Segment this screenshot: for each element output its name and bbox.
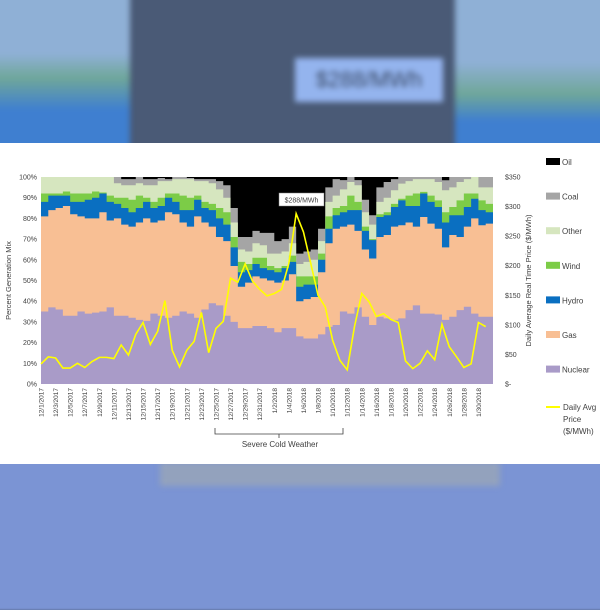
blurred-background-chart-left bbox=[0, 0, 130, 150]
x-tick-label: 12/7/2017 bbox=[82, 388, 89, 417]
x-tick-label: 12/17/2017 bbox=[155, 388, 162, 421]
y-tick-label: 80% bbox=[23, 216, 37, 223]
generation-mix-chart: 0% 10% 20% 30% 40% 50% 60% 70% 80% 90% 100% $- $50 $1… bbox=[0, 143, 600, 464]
x-tick-label: 1/26/2018 bbox=[447, 388, 454, 417]
x-tick-label: 1/2/2018 bbox=[272, 388, 279, 414]
x-tick-label: 1/20/2018 bbox=[403, 388, 410, 417]
x-tick-label: 12/25/2017 bbox=[213, 388, 220, 421]
legend-swatch-gas bbox=[546, 331, 560, 338]
legend-label-wind: Wind bbox=[562, 262, 580, 271]
y-right-tick-label: $200 bbox=[505, 263, 521, 270]
legend-swatch-hydro bbox=[546, 296, 560, 303]
y-tick-label: 40% bbox=[23, 299, 37, 306]
x-tick-label: 12/31/2017 bbox=[257, 388, 264, 421]
legend-swatch-nuclear bbox=[546, 366, 560, 373]
x-tick-label: 1/8/2018 bbox=[316, 388, 323, 414]
y-tick-label: 50% bbox=[23, 278, 37, 285]
x-tick-label: 12/9/2017 bbox=[97, 388, 104, 417]
y-right-tick-label: $300 bbox=[505, 204, 521, 211]
legend-swatch-wind bbox=[546, 262, 560, 269]
y-right-tick-label: $250 bbox=[505, 234, 521, 241]
y-tick-label: 100% bbox=[19, 175, 37, 182]
x-tick-label: 1/10/2018 bbox=[330, 388, 337, 417]
y-right-tick-label: $150 bbox=[505, 293, 521, 300]
legend-label-gas: Gas bbox=[562, 331, 577, 340]
x-tick-label: 1/4/2018 bbox=[286, 388, 293, 414]
x-tick-label: 12/5/2017 bbox=[68, 388, 75, 417]
x-tick-label: 1/16/2018 bbox=[374, 388, 381, 417]
legend-swatch-other bbox=[546, 227, 560, 234]
x-tick-label: 12/23/2017 bbox=[199, 388, 206, 421]
legend-label-coal: Coal bbox=[562, 193, 579, 202]
y-right-tick-label: $- bbox=[505, 382, 512, 389]
legend-label-oil: Oil bbox=[562, 158, 572, 167]
x-tick-label: 12/21/2017 bbox=[184, 388, 191, 421]
y-tick-label: 30% bbox=[23, 319, 37, 326]
x-tick-label: 12/29/2017 bbox=[243, 388, 250, 421]
legend-label-nuclear: Nuclear bbox=[562, 366, 590, 375]
y-tick-label: 90% bbox=[23, 195, 37, 202]
peak-annotation-label: $288/MWh bbox=[285, 198, 319, 205]
y-tick-label: 70% bbox=[23, 237, 37, 244]
x-tick-label: 12/13/2017 bbox=[126, 388, 133, 421]
y-tick-label: 60% bbox=[23, 257, 37, 264]
chart-panel: 0% 10% 20% 30% 40% 50% 60% 70% 80% 90% 100% $- $50 $1… bbox=[0, 143, 600, 464]
cold-weather-label: Severe Cold Weather bbox=[242, 440, 319, 449]
x-tick-label: 12/3/2017 bbox=[53, 388, 60, 417]
legend-label-price: Price bbox=[563, 415, 582, 424]
y-right-tick-label: $350 bbox=[505, 175, 521, 182]
x-tick-label: 1/14/2018 bbox=[359, 388, 366, 417]
y-right-axis-title: Daily Average Real Time Price ($/MWh) bbox=[524, 214, 533, 346]
x-tick-label: 1/30/2018 bbox=[476, 388, 483, 417]
y-right-tick-label: $50 bbox=[505, 352, 517, 359]
x-tick-label: 1/24/2018 bbox=[432, 388, 439, 417]
x-tick-label: 1/12/2018 bbox=[345, 388, 352, 417]
cold-weather-bracket bbox=[215, 428, 343, 438]
x-tick-label: 12/1/2017 bbox=[39, 388, 46, 417]
y-right-tick-label: $100 bbox=[505, 322, 521, 329]
blurred-background-chart-right bbox=[455, 0, 600, 150]
x-tick-label: 12/27/2017 bbox=[228, 388, 235, 421]
x-tick-label: 12/11/2017 bbox=[111, 388, 118, 420]
x-tick-label: 1/28/2018 bbox=[461, 388, 468, 417]
x-tick-label: 1/18/2018 bbox=[388, 388, 395, 417]
legend-swatch-coal bbox=[546, 193, 560, 200]
x-tick-label: 12/15/2017 bbox=[141, 388, 148, 421]
legend-label-other: Other bbox=[562, 227, 582, 236]
legend-swatch-oil bbox=[546, 158, 560, 165]
x-tick-label: 1/22/2018 bbox=[418, 388, 425, 417]
blurred-background-bottom-gray bbox=[160, 462, 500, 486]
y-tick-label: 10% bbox=[23, 361, 37, 368]
legend-label-hydro: Hydro bbox=[562, 296, 584, 305]
x-tick-label: 1/6/2018 bbox=[301, 388, 308, 414]
y-tick-label: 20% bbox=[23, 340, 37, 347]
blurred-background-annotation: $288/MWh bbox=[295, 58, 443, 102]
x-tick-label: 12/19/2017 bbox=[170, 388, 177, 421]
y-tick-label: 0% bbox=[27, 382, 37, 389]
legend-label-price: Daily Avg bbox=[563, 403, 596, 412]
y-axis-title: Percent Generation Mix bbox=[4, 241, 13, 320]
legend-label-price: ($/MWh) bbox=[563, 427, 594, 436]
